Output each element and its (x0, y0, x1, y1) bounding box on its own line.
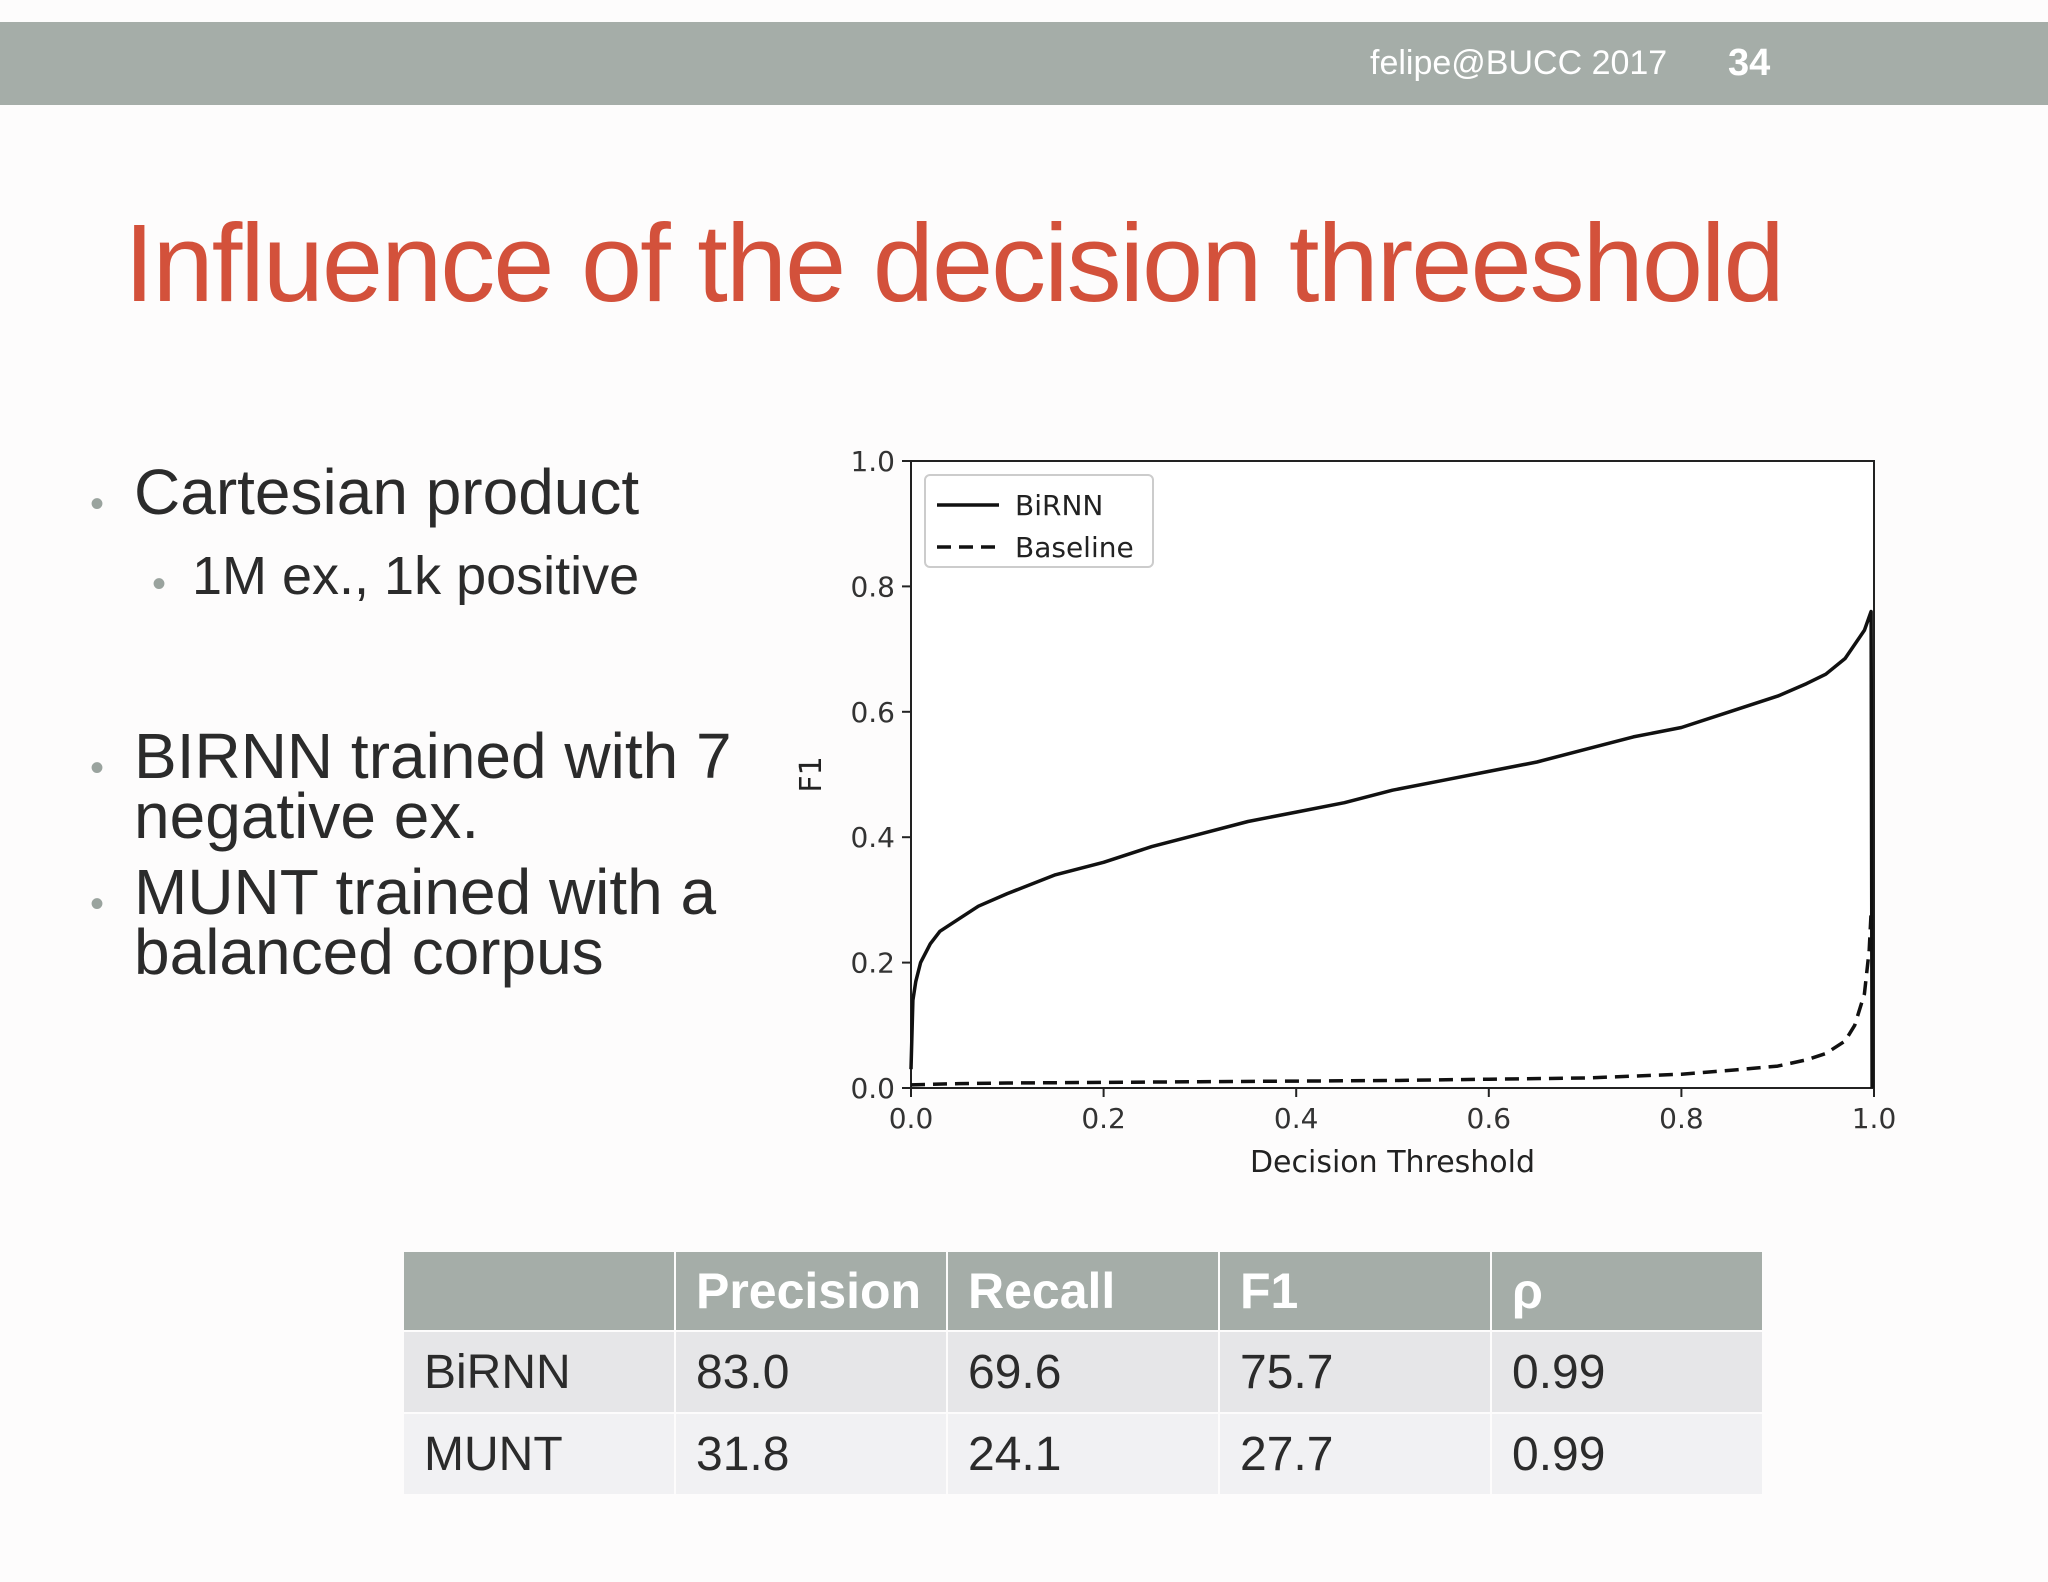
table-header-cell: ρ (1492, 1252, 1762, 1330)
y-tick-label: 0.4 (850, 821, 895, 854)
x-tick-label: 0.8 (1659, 1102, 1704, 1135)
y-axis-label: F1 (794, 756, 829, 792)
table-cell: 69.6 (948, 1332, 1218, 1412)
bullet-text: negative ex. (134, 780, 480, 852)
table-cell: 75.7 (1220, 1332, 1490, 1412)
table-header-cell: Precision (676, 1252, 946, 1330)
table-header-row: Precision Recall F1 ρ (404, 1252, 1762, 1330)
sub-bullet-item: • 1M ex., 1k positive (152, 544, 752, 606)
x-tick-label: 1.0 (1852, 1102, 1897, 1135)
slide-title: Influence of the decision threeshold (124, 202, 1785, 325)
bullet-text: Cartesian product (134, 456, 640, 528)
header-bar (0, 22, 2048, 105)
legend-label: BiRNN (1015, 489, 1103, 522)
table-cell: 24.1 (948, 1414, 1218, 1494)
bullet-dot: • (90, 882, 105, 926)
bullet-text: BIRNN trained with 7 (134, 720, 732, 792)
table-cell: 27.7 (1220, 1414, 1490, 1494)
footer-text: felipe@BUCC 2017 (1370, 44, 1668, 82)
x-tick-label: 0.0 (889, 1102, 934, 1135)
table-cell: BiRNN (404, 1332, 674, 1412)
table-row: MUNT 31.8 24.1 27.7 0.99 (404, 1414, 1762, 1494)
table-header-cell (404, 1252, 674, 1330)
table-header-cell: F1 (1220, 1252, 1490, 1330)
y-tick-label: 0.8 (850, 570, 895, 603)
table-cell: 83.0 (676, 1332, 946, 1412)
x-tick-label: 0.2 (1081, 1102, 1126, 1135)
legend-label: Baseline (1015, 531, 1134, 564)
table-header-cell: Recall (948, 1252, 1218, 1330)
table-cell: 31.8 (676, 1414, 946, 1494)
x-axis-label: Decision Threshold (1250, 1145, 1535, 1180)
y-tick-label: 1.0 (850, 445, 895, 478)
table-cell: 0.99 (1492, 1414, 1762, 1494)
bullet-text: 1M ex., 1k positive (192, 546, 640, 606)
y-tick-label: 0.2 (850, 947, 895, 980)
bullet-text: balanced corpus (134, 916, 604, 988)
bullet-dot: • (90, 746, 105, 790)
table-cell: MUNT (404, 1414, 674, 1494)
table-row: BiRNN 83.0 69.6 75.7 0.99 (404, 1332, 1762, 1412)
series-line-birnn (909, 609, 1874, 1089)
bullet-text: MUNT trained with a (134, 856, 717, 928)
bullet-item: • BIRNN trained with 7 negative ex. (90, 724, 770, 854)
series-line-baseline (910, 912, 1873, 1087)
bullet-dot: • (90, 482, 105, 526)
x-tick-label: 0.4 (1274, 1102, 1319, 1135)
bullet-dot: • (152, 562, 167, 606)
table-cell: 0.99 (1492, 1332, 1762, 1412)
x-tick-label: 0.6 (1467, 1102, 1512, 1135)
f1-threshold-chart: 0.0 0.2 0.4 0.6 0.8 1.0 0.0 0.2 0.4 0.6 0.8 1.0 Deci… (794, 445, 1897, 1180)
legend-box (924, 474, 1154, 568)
page-number: 34 (1728, 42, 1771, 84)
bullet-item: • Cartesian product (90, 460, 770, 530)
bullet-item: • MUNT trained with a balanced corpus (90, 860, 770, 990)
y-tick-label: 0.0 (850, 1072, 895, 1105)
y-tick-label: 0.6 (850, 696, 895, 729)
results-table: Precision Recall F1 ρ BiRNN 83.0 69.6 75… (402, 1250, 1764, 1496)
